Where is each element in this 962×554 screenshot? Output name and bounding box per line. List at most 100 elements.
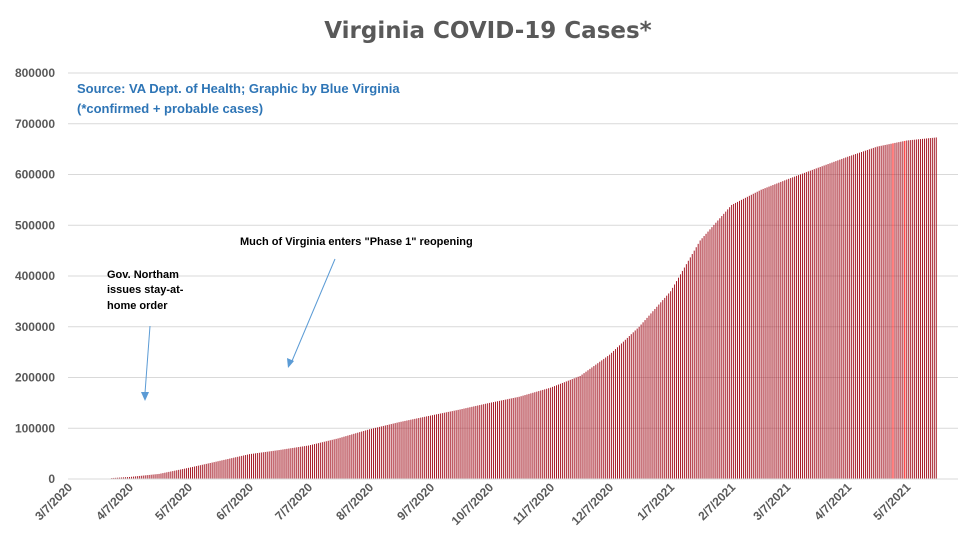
daily-case-bar <box>237 456 239 479</box>
y-tick-label: 500000 <box>15 218 55 232</box>
daily-case-bar <box>193 466 195 479</box>
daily-case-bar <box>410 419 412 479</box>
daily-case-bar <box>862 151 864 479</box>
daily-case-bar <box>251 453 252 479</box>
daily-case-bar <box>203 464 205 479</box>
daily-case-bar <box>424 416 426 479</box>
daily-case-bar <box>845 157 847 479</box>
daily-case-bar <box>792 177 794 479</box>
daily-case-bar <box>457 409 459 479</box>
daily-case-bar <box>829 163 831 480</box>
daily-case-bar <box>585 371 587 479</box>
daily-case-bar <box>162 473 164 479</box>
daily-case-bar <box>302 446 304 479</box>
y-tick-label: 0 <box>48 472 55 486</box>
daily-case-bar <box>912 139 914 479</box>
daily-case-bar <box>902 141 904 479</box>
daily-case-bar <box>398 422 400 479</box>
daily-case-bar <box>504 399 506 479</box>
daily-case-bar <box>646 317 648 479</box>
confirmed-probable-note: (*confirmed + probable cases) <box>77 101 263 116</box>
daily-case-bar <box>567 380 569 479</box>
daily-case-bar <box>245 455 247 479</box>
daily-case-bar <box>872 147 874 479</box>
daily-case-bar <box>821 166 823 479</box>
daily-case-bar <box>892 143 894 479</box>
daily-case-bar <box>152 474 154 479</box>
daily-case-bar <box>638 326 640 479</box>
y-tick-label: 300000 <box>15 320 55 334</box>
daily-case-bar <box>583 373 585 479</box>
daily-case-bar <box>628 336 630 479</box>
daily-case-bar <box>207 463 209 479</box>
daily-case-bar <box>819 166 821 479</box>
chart-title: Virginia COVID-19 Cases* <box>324 18 651 44</box>
daily-case-bar <box>459 409 461 479</box>
daily-case-bar <box>573 378 575 479</box>
daily-case-bar <box>465 408 467 479</box>
x-axis-labels: 3/7/2020 4/7/2020 5/7/2020 6/7/2020 7/7/2020… <box>32 480 913 528</box>
daily-case-bar <box>603 358 605 479</box>
daily-case-bar <box>740 199 742 480</box>
daily-case-bar <box>428 415 430 479</box>
daily-case-bar <box>274 450 276 479</box>
daily-case-bar <box>172 471 174 479</box>
daily-case-bar <box>215 461 217 479</box>
daily-case-bar <box>217 461 219 479</box>
annotation-stay-at-home: Gov. Northam issues stay-at- home order <box>107 269 187 312</box>
daily-case-bar <box>347 435 349 479</box>
daily-case-bar <box>855 154 857 479</box>
daily-case-bar <box>190 467 191 479</box>
daily-case-bar <box>742 198 744 480</box>
daily-case-bar <box>717 220 719 480</box>
daily-case-bar <box>841 158 843 479</box>
daily-case-bar <box>837 160 839 479</box>
daily-case-bar <box>866 149 868 479</box>
daily-case-bar <box>125 477 127 479</box>
daily-case-bar <box>233 457 235 479</box>
daily-case-bar <box>654 308 656 479</box>
daily-case-bar <box>556 385 557 479</box>
y-tick-label: 700000 <box>15 117 55 131</box>
daily-case-bar <box>801 173 803 479</box>
daily-case-bar <box>134 476 136 479</box>
daily-case-bar <box>408 420 410 479</box>
daily-case-bar <box>182 469 184 479</box>
daily-case-bar <box>121 477 123 479</box>
x-tick-label: 12/7/2020 <box>569 480 617 528</box>
daily-case-bar <box>827 164 829 479</box>
daily-case-bar <box>262 452 264 479</box>
daily-case-bar <box>520 396 522 479</box>
daily-case-bar <box>679 274 681 479</box>
daily-case-bar <box>369 429 371 479</box>
daily-case-bar <box>435 414 437 479</box>
daily-case-bar <box>345 436 347 479</box>
daily-case-bar <box>392 423 394 479</box>
annotation-stay-at-home-line: issues stay-at- <box>107 284 184 296</box>
daily-case-bar <box>605 357 607 479</box>
source-text: Source: VA Dept. of Health; Graphic by B… <box>77 81 400 96</box>
daily-case-bar <box>701 238 703 479</box>
daily-case-bar <box>441 413 443 479</box>
daily-case-bar <box>857 153 859 479</box>
daily-case-bar <box>406 420 408 479</box>
daily-case-bar <box>918 139 920 479</box>
daily-case-bar <box>640 324 642 479</box>
daily-case-bar <box>439 413 441 479</box>
x-tick-label: 8/7/2020 <box>333 480 376 523</box>
daily-case-bar <box>374 427 376 479</box>
y-tick-label: 400000 <box>15 269 55 283</box>
daily-case-bar <box>445 412 447 479</box>
daily-case-bar <box>361 431 363 479</box>
daily-case-bar <box>188 467 190 479</box>
daily-case-bar <box>522 395 524 479</box>
daily-case-bar <box>201 464 203 479</box>
daily-case-bar <box>129 476 130 479</box>
daily-case-bar <box>843 158 845 479</box>
daily-case-bar <box>813 169 815 479</box>
x-tick-label: 2/7/2021 <box>695 480 738 523</box>
daily-case-bar <box>223 459 225 479</box>
daily-case-bar <box>748 195 750 479</box>
daily-case-bar <box>770 185 772 479</box>
daily-case-bar <box>683 267 685 479</box>
